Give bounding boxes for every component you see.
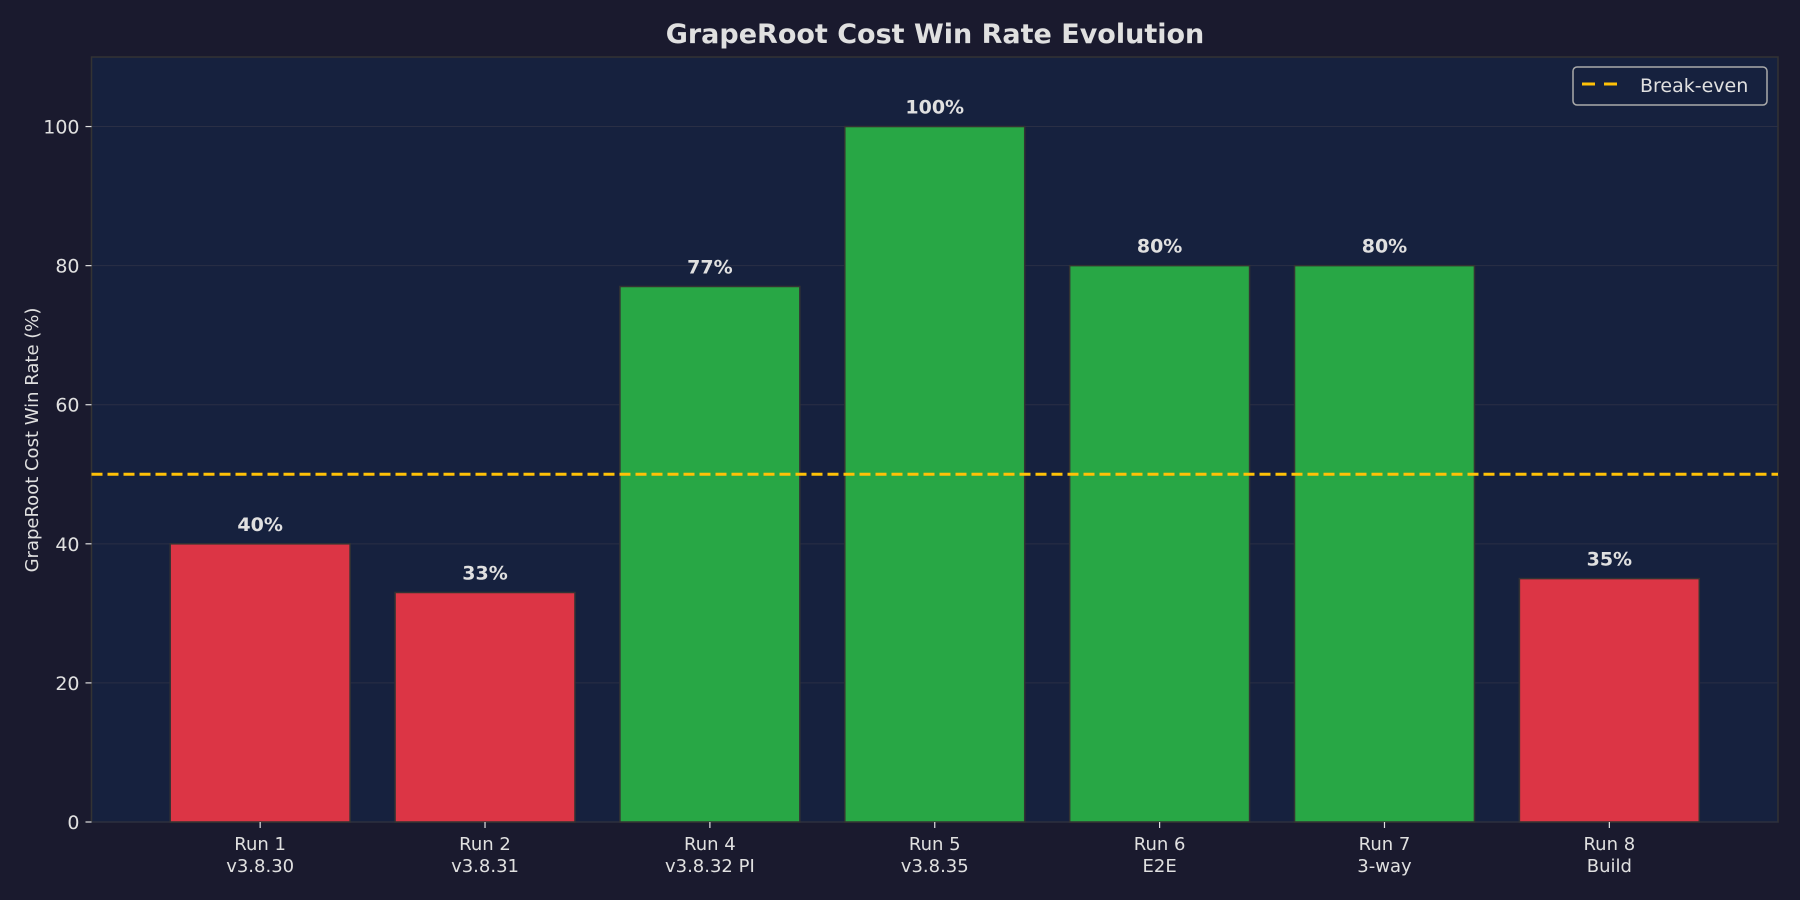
bar bbox=[1293, 264, 1476, 823]
chart-title: GrapeRoot Cost Win Rate Evolution bbox=[666, 19, 1205, 50]
bar bbox=[169, 543, 351, 823]
data-label: 40% bbox=[237, 514, 282, 536]
x-tick-label: Run 7 bbox=[1359, 834, 1411, 855]
x-tick-label: Run 8 bbox=[1583, 834, 1635, 855]
x-tick-label: Run 1 bbox=[234, 834, 286, 855]
bar bbox=[1518, 577, 1701, 823]
data-label: 77% bbox=[687, 257, 732, 279]
data-label: 80% bbox=[1362, 236, 1407, 258]
data-label: 80% bbox=[1137, 236, 1182, 258]
x-tick-label: 3-way bbox=[1357, 856, 1412, 877]
y-axis-label: GrapeRoot Cost Win Rate (%) bbox=[22, 308, 43, 573]
y-tick-label: 80 bbox=[55, 256, 79, 278]
x-tick-label: v3.8.32 PI bbox=[665, 856, 755, 877]
bar bbox=[1068, 264, 1251, 823]
x-tick-label: Run 4 bbox=[684, 834, 736, 855]
bar bbox=[619, 285, 801, 823]
y-tick-label: 0 bbox=[67, 812, 79, 834]
data-label: 33% bbox=[462, 563, 507, 585]
legend: Break-even bbox=[1572, 66, 1768, 106]
x-tick-label: Build bbox=[1587, 856, 1632, 877]
legend-label: Break-even bbox=[1640, 75, 1748, 97]
y-tick-label: 20 bbox=[55, 673, 79, 695]
x-tick-label: Run 2 bbox=[459, 834, 511, 855]
y-tick-label: 100 bbox=[43, 117, 79, 139]
x-tick-label: v3.8.31 bbox=[451, 856, 519, 877]
x-tick-label: v3.8.35 bbox=[901, 856, 969, 877]
data-label: 35% bbox=[1587, 549, 1632, 571]
x-tick-label: E2E bbox=[1143, 856, 1177, 877]
y-tick-label: 60 bbox=[55, 395, 79, 417]
x-tick-label: Run 6 bbox=[1134, 834, 1186, 855]
data-label: 100% bbox=[905, 97, 964, 119]
x-tick-label: Run 5 bbox=[909, 834, 961, 855]
bar bbox=[394, 591, 576, 823]
x-tick-label: v3.8.30 bbox=[226, 856, 294, 877]
legend-box bbox=[1572, 66, 1768, 106]
y-tick-label: 40 bbox=[55, 534, 79, 556]
